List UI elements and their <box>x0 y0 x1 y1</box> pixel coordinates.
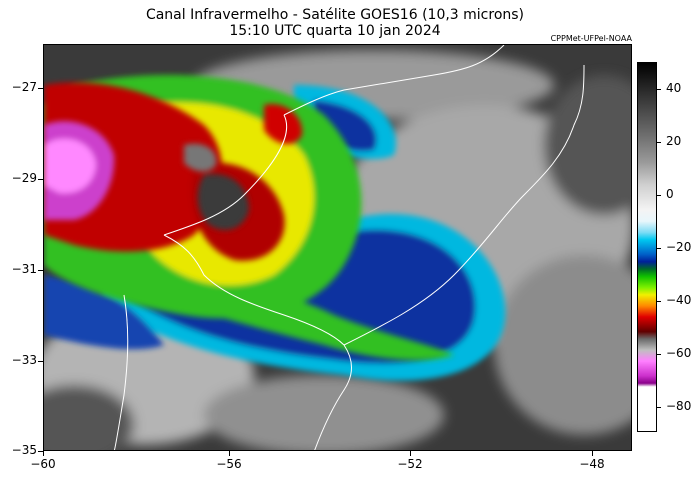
colorbar-tick-label: −40 <box>666 293 692 307</box>
colorbar-tick-label: −60 <box>666 346 692 360</box>
x-tick-label: −52 <box>397 457 423 471</box>
colorbar-tick-label: 0 <box>666 187 674 201</box>
y-tickmark <box>38 451 43 452</box>
colorbar-tick-label: −80 <box>666 399 692 413</box>
y-tickmark <box>38 179 43 180</box>
coastline-south <box>314 344 352 450</box>
border-line-2 <box>163 234 345 346</box>
border-north <box>283 45 505 116</box>
credit-label: CPPMet-UFPel-NOAA <box>550 34 632 43</box>
colorbar-tickmark <box>657 142 661 143</box>
y-tick-label: −27 <box>11 80 37 94</box>
satellite-image <box>44 45 631 450</box>
colorbar-tick-label: −20 <box>666 240 692 254</box>
x-tickmark <box>43 451 44 456</box>
y-tick-label: −33 <box>11 353 37 367</box>
y-tickmark <box>38 361 43 362</box>
x-tick-label: −56 <box>216 457 242 471</box>
map-title-line2: 15:10 UTC quarta 10 jan 2024 <box>229 23 441 39</box>
x-tickmark <box>229 451 230 456</box>
x-tick-label: −60 <box>30 457 56 471</box>
colorbar-tick-label: 40 <box>666 81 682 95</box>
border-west <box>113 294 129 450</box>
colorbar-tickmark <box>657 248 661 249</box>
y-tickmark <box>38 88 43 89</box>
y-tick-label: −29 <box>11 171 37 185</box>
x-tickmark <box>410 451 411 456</box>
colorbar-tickmark <box>657 301 661 302</box>
colorbar-tickmark <box>657 354 661 355</box>
border-line-1 <box>163 114 288 236</box>
y-tick-label: −35 <box>11 443 37 457</box>
satellite-map <box>43 44 632 451</box>
y-tickmark <box>38 270 43 271</box>
colorbar-tick-label: 20 <box>666 134 682 148</box>
x-tickmark <box>592 451 593 456</box>
x-tick-label: −48 <box>579 457 605 471</box>
colorbar-tickmark <box>657 195 661 196</box>
colorbar-tickmark <box>657 407 661 408</box>
map-title-line1: Canal Infravermelho - Satélite GOES16 (1… <box>145 7 525 23</box>
colorbar-tickmark <box>657 89 661 90</box>
y-tick-label: −31 <box>11 262 37 276</box>
coastline-east <box>343 64 585 346</box>
temperature-colorbar <box>637 62 657 432</box>
